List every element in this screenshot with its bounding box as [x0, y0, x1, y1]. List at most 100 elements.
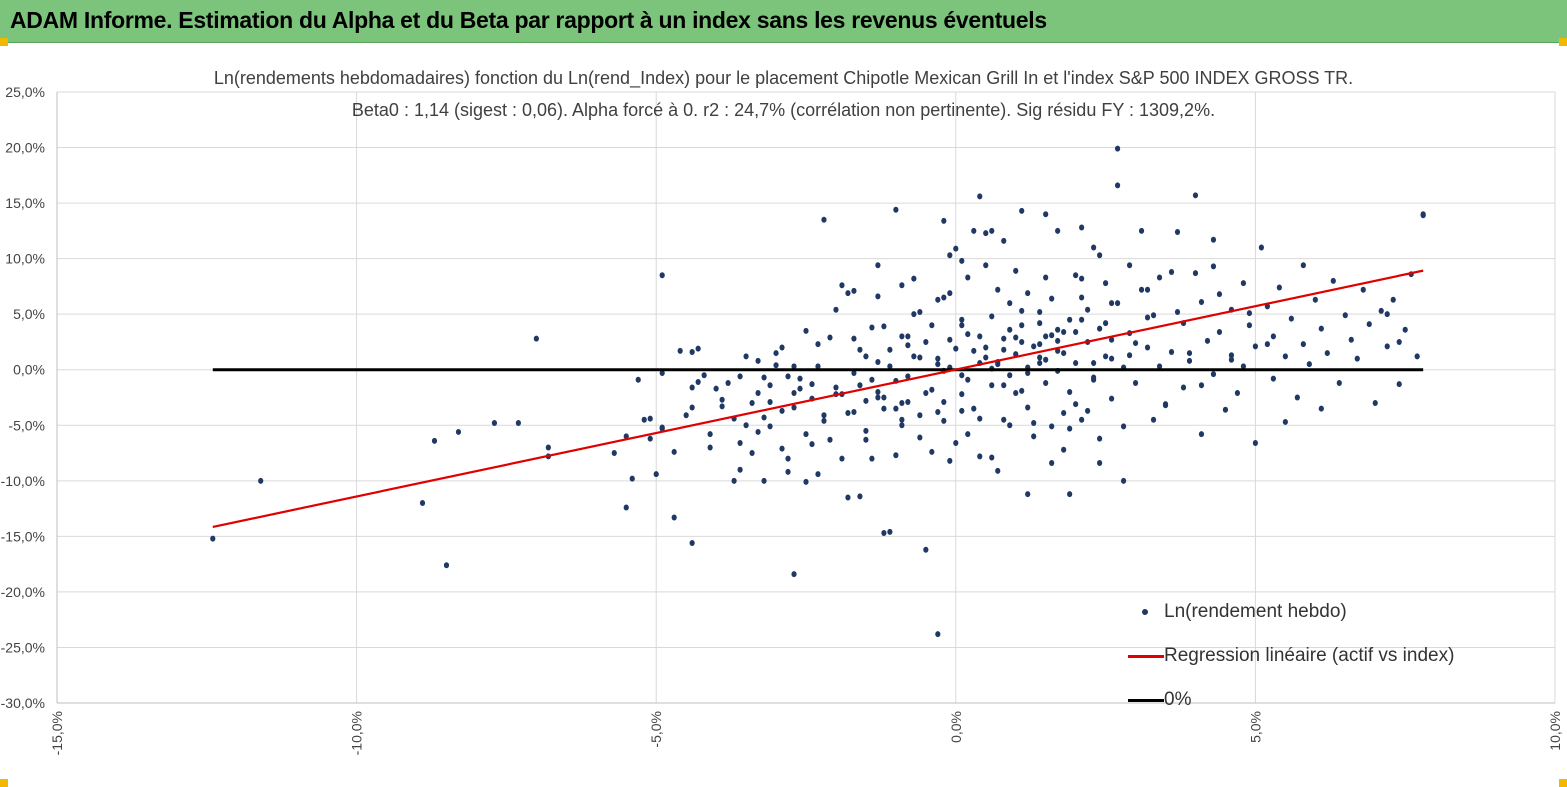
data-point: [881, 323, 887, 330]
data-point: [1240, 280, 1247, 287]
data-point: [1180, 384, 1187, 391]
data-point: [1282, 353, 1288, 360]
data-point: [857, 346, 863, 353]
data-point: [977, 193, 983, 200]
data-point: [1306, 361, 1312, 368]
data-point: [689, 348, 695, 355]
data-point: [905, 333, 911, 340]
data-point: [455, 428, 462, 435]
chart-subtitle: Beta0 : 1,14 (sigest : 0,06). Alpha forc…: [351, 100, 1216, 120]
data-point: [545, 444, 551, 451]
data-point: [773, 362, 779, 369]
data-point: [899, 416, 905, 423]
data-point: [749, 450, 755, 457]
data-point: [899, 422, 905, 429]
data-point: [989, 313, 995, 320]
data-point: [1156, 363, 1163, 370]
data-point: [863, 397, 869, 404]
data-point: [1138, 227, 1145, 234]
data-point: [1150, 416, 1157, 423]
data-point: [785, 373, 791, 380]
data-point: [1270, 333, 1276, 340]
data-point: [785, 455, 791, 462]
data-point: [1043, 356, 1049, 363]
data-point: [1132, 340, 1139, 347]
data-point: [1204, 337, 1211, 344]
data-point: [1126, 262, 1133, 269]
data-point: [689, 384, 695, 391]
data-point: [1025, 290, 1031, 297]
data-point: [1312, 296, 1318, 303]
legend-item-regression: Regression linéaire (actif vs index): [1128, 634, 1454, 678]
y-tick-label: -5,0%: [8, 417, 45, 433]
data-point: [1384, 311, 1390, 318]
data-point: [1085, 407, 1091, 414]
data-point: [1073, 401, 1079, 408]
data-point: [761, 477, 767, 484]
data-point: [977, 415, 983, 422]
corner-marker-top-left: [0, 38, 8, 46]
data-point: [821, 216, 827, 223]
data-point: [1174, 308, 1181, 315]
data-point: [851, 287, 857, 294]
data-point: [761, 414, 767, 421]
data-point: [881, 530, 887, 537]
data-point: [689, 404, 695, 411]
data-point: [917, 308, 923, 315]
data-point: [761, 374, 767, 381]
chart-legend: Ln(rendement hebdo) Regression linéaire …: [1128, 590, 1454, 722]
data-point: [695, 345, 701, 352]
data-point: [749, 400, 755, 407]
data-point: [515, 420, 521, 427]
data-point: [1079, 416, 1085, 423]
data-point: [1097, 460, 1103, 467]
red-line-icon: [1128, 655, 1164, 658]
data-point: [659, 424, 665, 431]
data-point: [953, 245, 959, 252]
data-point: [863, 427, 869, 434]
legend-line-swatch: [1128, 644, 1164, 668]
y-tick-label: -25,0%: [1, 639, 45, 655]
data-point: [659, 272, 665, 279]
data-point: [983, 354, 989, 361]
data-point: [929, 322, 935, 329]
data-point: [983, 262, 989, 269]
data-point: [971, 405, 977, 412]
data-point: [887, 528, 893, 535]
data-point: [677, 347, 683, 354]
data-point: [1031, 343, 1037, 350]
data-point: [779, 445, 785, 452]
data-point: [1252, 343, 1258, 350]
data-point: [935, 296, 941, 303]
data-point: [971, 227, 977, 234]
data-point: [809, 441, 815, 448]
data-point: [743, 422, 749, 429]
data-point: [947, 457, 953, 464]
data-point: [917, 412, 923, 419]
data-point: [983, 344, 989, 351]
data-point: [959, 316, 965, 323]
data-point: [1114, 300, 1121, 307]
data-point: [857, 382, 863, 389]
data-point: [995, 467, 1001, 474]
data-point: [791, 404, 797, 411]
data-point: [1246, 322, 1253, 329]
y-tick-label: 0,0%: [13, 362, 45, 378]
data-point: [653, 471, 659, 478]
data-point: [1210, 371, 1217, 378]
data-point: [773, 350, 779, 357]
data-point: [965, 431, 971, 438]
data-point: [1061, 328, 1067, 335]
data-point: [611, 450, 617, 457]
data-point: [1342, 312, 1348, 319]
data-point: [905, 342, 911, 349]
data-point: [797, 385, 803, 392]
data-point: [1049, 295, 1055, 302]
data-point: [641, 416, 647, 423]
data-point: [1001, 346, 1007, 353]
data-point: [1031, 420, 1037, 427]
data-point: [1420, 211, 1426, 218]
data-point: [935, 631, 941, 638]
data-point: [1270, 375, 1276, 382]
data-point: [1079, 275, 1085, 282]
